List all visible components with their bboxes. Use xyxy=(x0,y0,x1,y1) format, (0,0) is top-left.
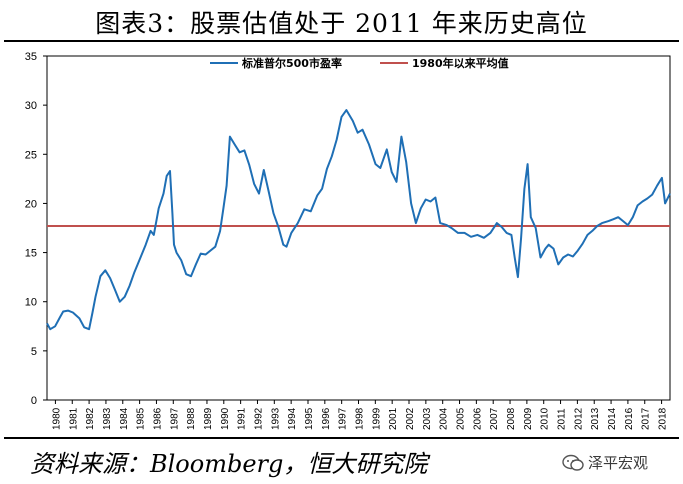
x-tick-label: 1980 xyxy=(51,407,62,430)
x-tick-label: 1988 xyxy=(186,407,197,430)
x-tick-label: 1981 xyxy=(68,407,79,430)
x-tick-label: 1996 xyxy=(321,407,332,430)
x-tick-label: 2003 xyxy=(422,407,433,430)
x-tick-label: 2004 xyxy=(439,407,450,430)
y-tick-label: 5 xyxy=(31,346,37,358)
x-tick-label: 2012 xyxy=(573,407,584,430)
legend-label-average: 1980年以来平均值 xyxy=(412,56,509,70)
x-tick-label: 2010 xyxy=(540,407,551,430)
x-tick-label: 1987 xyxy=(169,407,180,430)
x-tick-label: 1990 xyxy=(220,407,231,430)
x-tick-label: 1999 xyxy=(371,407,382,430)
series-line-pe xyxy=(46,109,671,331)
plot-frame xyxy=(46,55,671,401)
x-tick-label: 2016 xyxy=(624,407,635,430)
x-tick-label: 1998 xyxy=(355,407,366,430)
y-tick-label: 35 xyxy=(25,51,37,63)
x-tick-label: 2014 xyxy=(607,407,618,430)
x-tick-label: 1986 xyxy=(152,407,163,430)
x-tick-label: 1984 xyxy=(119,407,130,430)
watermark: 泽平宏观 xyxy=(562,452,648,473)
y-axis: 0 5 10 15 20 25 30 35 xyxy=(25,51,47,407)
x-tick-label: 2018 xyxy=(658,407,669,430)
legend-label-pe: 标准普尔500市盈率 xyxy=(241,56,342,70)
x-tick-label: 2006 xyxy=(472,407,483,430)
x-tick-label: 2013 xyxy=(590,407,601,430)
y-tick-label: 20 xyxy=(25,198,37,210)
y-tick-label: 30 xyxy=(25,100,37,112)
x-tick-label: 1993 xyxy=(270,407,281,430)
x-axis: 1980 1981 1982 1983 1984 1985 1986 1987 1988 1989… xyxy=(51,400,669,430)
x-tick-label: 1982 xyxy=(85,407,96,430)
source-note: 资料来源：Bloomberg，恒大研究院 xyxy=(30,450,428,478)
x-tick-label: 2001 xyxy=(388,407,399,430)
chart-title: 图表3：股票估值处于 2011 年来历史高位 xyxy=(95,9,588,38)
x-tick-label: 1992 xyxy=(253,407,264,430)
series-layer xyxy=(46,109,671,331)
watermark-text: 泽平宏观 xyxy=(588,454,649,472)
x-tick-label: 1991 xyxy=(237,407,248,430)
x-tick-label: 2007 xyxy=(489,407,500,430)
legend: 标准普尔500市盈率 1980年以来平均值 xyxy=(210,56,509,70)
y-tick-label: 15 xyxy=(25,248,37,260)
x-tick-label: 2017 xyxy=(641,407,652,430)
y-tick-label: 0 xyxy=(31,395,37,407)
title-underline xyxy=(4,40,679,42)
y-tick-label: 10 xyxy=(25,297,37,309)
x-tick-label: 1983 xyxy=(102,407,113,430)
x-tick-label: 2009 xyxy=(523,407,534,430)
x-tick-label: 1995 xyxy=(304,407,315,430)
plot-area xyxy=(46,55,671,401)
x-tick-label: 1994 xyxy=(287,407,298,430)
x-tick-label: 1997 xyxy=(338,407,349,430)
y-tick-label: 25 xyxy=(25,149,37,161)
x-tick-label: 2011 xyxy=(557,408,568,430)
x-tick-label: 2005 xyxy=(456,407,467,430)
x-tick-label: 2008 xyxy=(506,407,517,430)
x-tick-label: 1985 xyxy=(136,407,147,430)
wechat-icon xyxy=(562,454,584,471)
x-tick-label: 2002 xyxy=(405,407,416,430)
x-tick-label: 1989 xyxy=(203,407,214,430)
source-divider xyxy=(4,437,679,439)
